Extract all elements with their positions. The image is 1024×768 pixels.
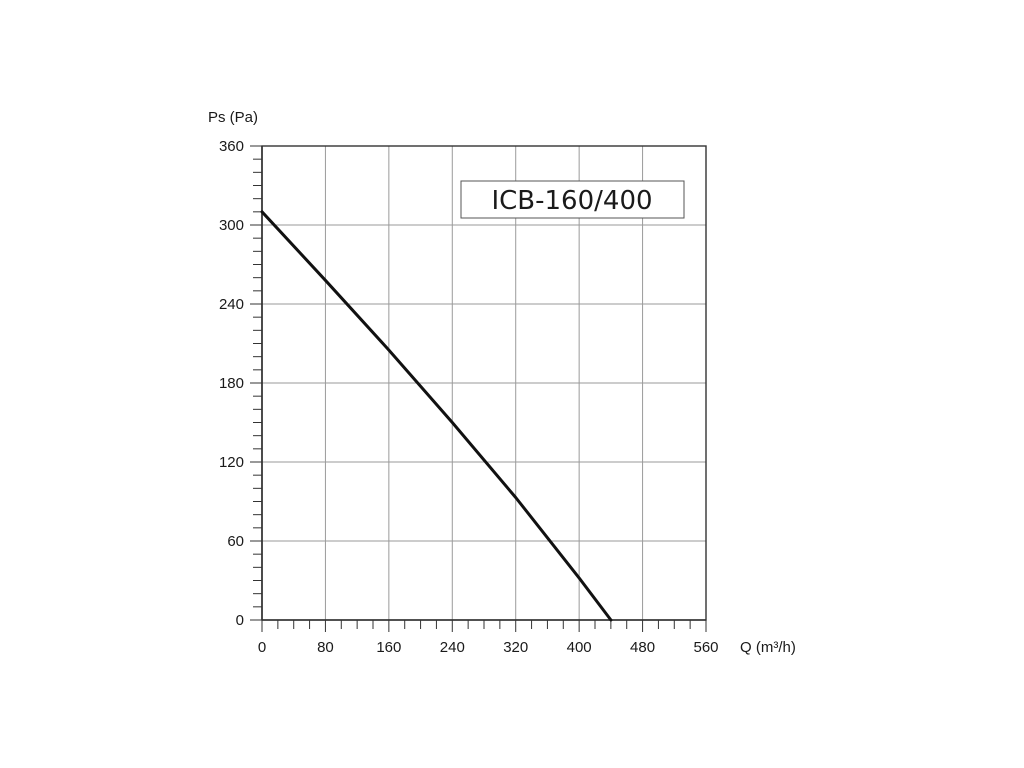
x-tick-label: 160 (376, 639, 401, 656)
x-tick-label: 240 (440, 639, 465, 656)
x-tick-label: 560 (693, 639, 718, 656)
x-axis-label: Q (m³/h) (740, 639, 796, 656)
tick-labels: 0 80 160 240 320 400 480 560 0 60 120 180 240 300 360 (219, 138, 719, 656)
y-tick-label: 0 (236, 612, 244, 629)
series (260, 210, 613, 622)
y-tick-label: 180 (219, 375, 244, 392)
y-tick-label: 360 (219, 138, 244, 155)
x-tick-label: 480 (630, 639, 655, 656)
model-label-frame (460, 180, 685, 219)
x-tick-label: 80 (317, 639, 334, 656)
y-tick-label: 60 (227, 533, 244, 550)
y-axis-label: Ps (Pa) (208, 109, 258, 126)
performance-curve (260, 210, 613, 622)
axes (261, 145, 707, 621)
minor-ticks (250, 145, 707, 632)
x-tick-label: 0 (258, 639, 266, 656)
y-tick-label: 120 (219, 454, 244, 471)
x-tick-label: 400 (567, 639, 592, 656)
y-tick-label: 300 (219, 217, 244, 234)
model-label: ICB-160/400 (491, 186, 652, 216)
model-label-box: ICB-160/400 (460, 180, 685, 219)
y-tick-label: 240 (219, 296, 244, 313)
x-tick-label: 320 (503, 639, 528, 656)
